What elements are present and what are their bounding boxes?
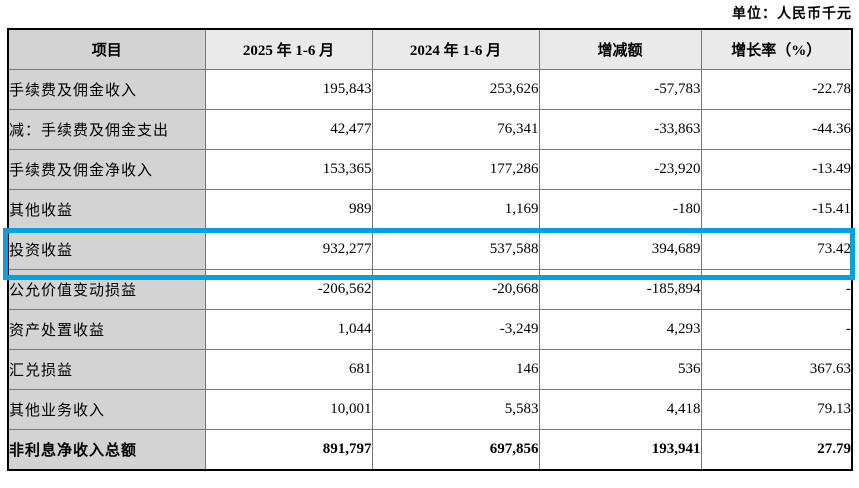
cell-2024: 146 bbox=[371, 349, 540, 390]
cell-2025: 989 bbox=[204, 189, 373, 230]
cell-2025: 932,277 bbox=[204, 229, 373, 270]
cell-2025: 681 bbox=[204, 349, 373, 390]
cell-2024: -20,668 bbox=[371, 269, 540, 310]
row-label: 公允价值变动损益 bbox=[7, 269, 206, 310]
cell-rate: 79.13 bbox=[700, 389, 853, 430]
cell-rate: -13.49 bbox=[700, 149, 853, 190]
cell-rate: -44.36 bbox=[700, 109, 853, 150]
header-change-amount: 增减额 bbox=[538, 28, 702, 70]
cell-2024: 177,286 bbox=[371, 149, 540, 190]
table-row: 手续费及佣金收入 195,843 253,626 -57,783 -22.78 bbox=[7, 69, 853, 110]
table-row: 其他业务收入 10,001 5,583 4,418 79.13 bbox=[7, 389, 853, 430]
table-row-highlighted: 投资收益 932,277 537,588 394,689 73.42 bbox=[7, 229, 853, 270]
header-2025: 2025 年 1-6 月 bbox=[204, 28, 373, 70]
cell-change: -33,863 bbox=[538, 109, 702, 150]
cell-change: -180 bbox=[538, 189, 702, 230]
cell-change: 536 bbox=[538, 349, 702, 390]
row-label: 其他业务收入 bbox=[7, 389, 206, 430]
table-row: 其他收益 989 1,169 -180 -15.41 bbox=[7, 189, 853, 230]
cell-change: -57,783 bbox=[538, 69, 702, 110]
cell-change: 4,418 bbox=[538, 389, 702, 430]
cell-2025: -206,562 bbox=[204, 269, 373, 310]
cell-2024: 697,856 bbox=[371, 429, 540, 471]
header-2024: 2024 年 1-6 月 bbox=[371, 28, 540, 70]
header-growth-rate: 增长率（%） bbox=[700, 28, 853, 70]
row-label: 减：手续费及佣金支出 bbox=[7, 109, 206, 150]
cell-2024: -3,249 bbox=[371, 309, 540, 350]
table-row: 手续费及佣金净收入 153,365 177,286 -23,920 -13.49 bbox=[7, 149, 853, 190]
cell-2024: 1,169 bbox=[371, 189, 540, 230]
table-row-total: 非利息净收入总额 891,797 697,856 193,941 27.79 bbox=[7, 429, 853, 471]
cell-rate: 367.63 bbox=[700, 349, 853, 390]
cell-rate: 73.42 bbox=[700, 229, 853, 270]
table-row: 汇兑损益 681 146 536 367.63 bbox=[7, 349, 853, 390]
row-label: 汇兑损益 bbox=[7, 349, 206, 390]
cell-2025: 195,843 bbox=[204, 69, 373, 110]
row-label: 手续费及佣金收入 bbox=[7, 69, 206, 110]
cell-2024: 5,583 bbox=[371, 389, 540, 430]
unit-label: 单位：人民币千元 bbox=[732, 5, 852, 21]
cell-change: 4,293 bbox=[538, 309, 702, 350]
table-row: 减：手续费及佣金支出 42,477 76,341 -33,863 -44.36 bbox=[7, 109, 853, 150]
cell-2024: 76,341 bbox=[371, 109, 540, 150]
table-row: 资产处置收益 1,044 -3,249 4,293 - bbox=[7, 309, 853, 350]
cell-2025: 10,001 bbox=[204, 389, 373, 430]
cell-2024: 253,626 bbox=[371, 69, 540, 110]
financial-table-wrapper: 项目 2025 年 1-6 月 2024 年 1-6 月 增减额 增长率（%） … bbox=[3, 28, 855, 471]
row-label: 手续费及佣金净收入 bbox=[7, 149, 206, 190]
table-row: 公允价值变动损益 -206,562 -20,668 -185,894 - bbox=[7, 269, 853, 310]
cell-change: -23,920 bbox=[538, 149, 702, 190]
cell-rate: - bbox=[700, 269, 853, 310]
cell-2025: 891,797 bbox=[204, 429, 373, 471]
cell-change: 394,689 bbox=[538, 229, 702, 270]
row-label: 其他收益 bbox=[7, 189, 206, 230]
cell-2025: 153,365 bbox=[204, 149, 373, 190]
header-item: 项目 bbox=[7, 28, 206, 70]
cell-2025: 42,477 bbox=[204, 109, 373, 150]
cell-rate: -22.78 bbox=[700, 69, 853, 110]
cell-change: 193,941 bbox=[538, 429, 702, 471]
row-label: 投资收益 bbox=[7, 229, 206, 270]
cell-rate: - bbox=[700, 309, 853, 350]
header-row: 项目 2025 年 1-6 月 2024 年 1-6 月 增减额 增长率（%） bbox=[7, 28, 853, 70]
cell-2024: 537,588 bbox=[371, 229, 540, 270]
cell-rate: 27.79 bbox=[700, 429, 853, 471]
cell-2025: 1,044 bbox=[204, 309, 373, 350]
non-interest-income-table: 项目 2025 年 1-6 月 2024 年 1-6 月 增减额 增长率（%） … bbox=[7, 28, 853, 471]
row-label: 非利息净收入总额 bbox=[7, 429, 206, 471]
cell-rate: -15.41 bbox=[700, 189, 853, 230]
row-label: 资产处置收益 bbox=[7, 309, 206, 350]
cell-change: -185,894 bbox=[538, 269, 702, 310]
